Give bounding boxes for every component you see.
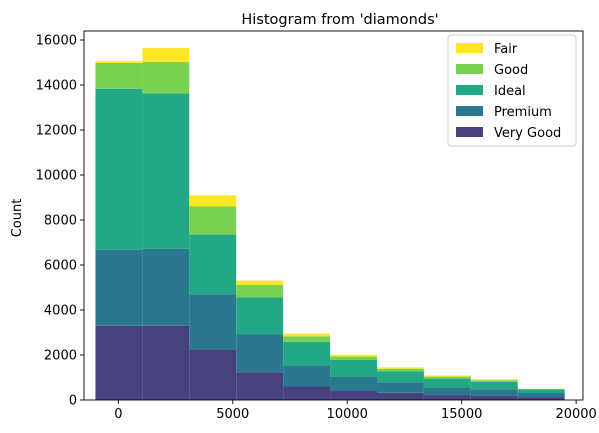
bar-ideal-bin-6 [376, 371, 424, 383]
bar-good-bin-3 [236, 285, 284, 298]
y-axis-label: Count [10, 199, 25, 238]
bar-premium-bin-4 [283, 365, 331, 387]
legend-swatch-very-good [456, 127, 483, 137]
bar-very-good-bin-8 [470, 395, 518, 400]
bar-very-good-bin-7 [423, 395, 471, 400]
axes-layer: 0 5000 10000 15000 20000 0 2000 4000 6000 8000 100… [36, 30, 597, 422]
y-tick-label: 6000 [44, 259, 77, 274]
legend-label-premium: Premium [494, 105, 552, 120]
legend-label-ideal: Ideal [494, 84, 526, 99]
bar-fair-bin-3 [236, 280, 284, 286]
y-tick-label: 2000 [44, 349, 77, 364]
legend-box [447, 34, 577, 147]
x-tick-label: 0 [114, 407, 122, 422]
y-tick-label: 12000 [36, 124, 77, 139]
bar-good-bin-4 [283, 336, 331, 342]
bars-layer [95, 48, 565, 401]
x-tick-label: 20000 [555, 407, 596, 422]
y-tick-label: 8000 [44, 214, 77, 229]
bar-very-good-bin-4 [283, 386, 331, 400]
bar-ideal-bin-8 [470, 381, 518, 390]
bar-fair-bin-6 [376, 367, 424, 369]
bar-premium-bin-6 [376, 382, 424, 393]
legend-swatch-fair [456, 43, 483, 53]
bar-very-good-bin-3 [236, 372, 284, 400]
bar-ideal-bin-9 [517, 389, 565, 394]
bar-premium-bin-8 [470, 389, 518, 396]
bar-fair-bin-4 [283, 333, 331, 337]
bar-ideal-bin-7 [423, 378, 471, 388]
x-tick-label: 15000 [441, 407, 482, 422]
bar-ideal-bin-3 [236, 297, 284, 335]
bar-very-good-bin-9 [517, 397, 565, 400]
legend-label-very-good: Very Good [494, 126, 561, 141]
bar-good-bin-0 [95, 62, 143, 89]
bar-good-bin-6 [376, 368, 424, 372]
legend-swatch-good [456, 64, 483, 74]
bar-fair-bin-0 [95, 61, 143, 63]
bar-fair-bin-5 [330, 354, 377, 357]
bar-ideal-bin-4 [283, 341, 331, 366]
x-tick-label: 5000 [216, 407, 249, 422]
bar-premium-bin-0 [95, 249, 143, 326]
bar-fair-bin-7 [423, 375, 471, 377]
bar-very-good-bin-0 [95, 325, 143, 400]
bar-good-bin-8 [470, 380, 518, 382]
bar-premium-bin-9 [517, 393, 565, 398]
y-tick-label: 0 [69, 394, 77, 409]
bar-fair-bin-2 [189, 195, 237, 207]
bar-good-bin-2 [189, 206, 237, 235]
bar-ideal-bin-2 [189, 234, 237, 295]
y-tick-label: 10000 [36, 169, 77, 184]
bar-good-bin-7 [423, 376, 471, 379]
bar-ideal-bin-5 [330, 359, 377, 377]
plot-frame [83, 30, 584, 401]
bar-premium-bin-3 [236, 334, 284, 373]
y-tick-label: 4000 [44, 304, 77, 319]
bar-ideal-bin-1 [142, 93, 190, 249]
legend: Fair Good Ideal Premium Very Good [447, 34, 577, 147]
legend-swatch-premium [456, 106, 483, 116]
bar-good-bin-5 [330, 356, 377, 360]
bar-fair-bin-1 [142, 48, 190, 63]
x-tick-label: 10000 [327, 407, 368, 422]
bar-ideal-bin-0 [95, 88, 143, 250]
y-tick-label: 16000 [36, 34, 77, 49]
bar-good-bin-1 [142, 62, 190, 94]
legend-swatch-ideal [456, 85, 483, 95]
bar-premium-bin-1 [142, 248, 190, 326]
bar-very-good-bin-1 [142, 325, 190, 400]
bar-very-good-bin-6 [376, 392, 424, 400]
bar-very-good-bin-5 [330, 390, 377, 400]
chart-title: Histogram from 'diamonds' [241, 12, 438, 28]
legend-label-fair: Fair [494, 42, 518, 57]
bar-premium-bin-2 [189, 294, 237, 350]
legend-label-good: Good [494, 63, 528, 78]
bar-fair-bin-8 [470, 379, 518, 381]
y-tick-label: 14000 [36, 79, 77, 94]
bar-very-good-bin-2 [189, 349, 237, 401]
bar-premium-bin-5 [330, 376, 377, 391]
bar-premium-bin-7 [423, 387, 471, 396]
